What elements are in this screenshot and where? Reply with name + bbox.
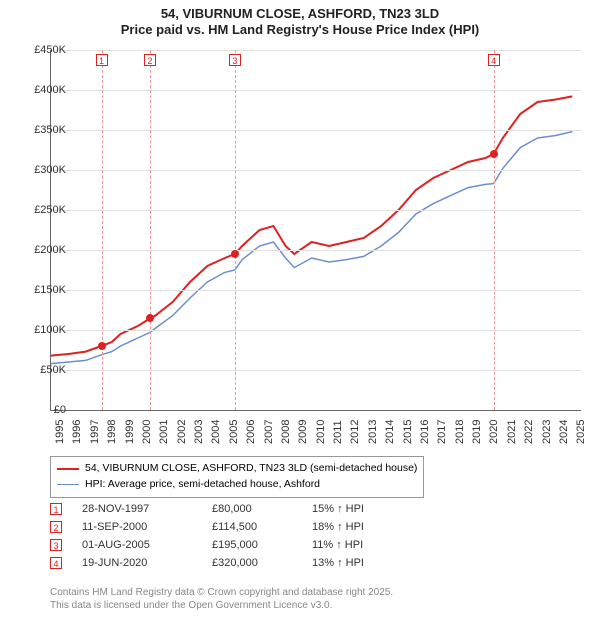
tx-marker: 1 — [50, 503, 62, 515]
x-tick-label: 2008 — [280, 420, 292, 444]
transaction-vline — [235, 50, 236, 410]
x-tick-label: 2017 — [436, 420, 448, 444]
x-tick-label: 2014 — [384, 420, 396, 444]
x-tick-label: 2010 — [315, 420, 327, 444]
transaction-marker: 4 — [488, 54, 500, 66]
transaction-row: 3 01-AUG-2005£195,00011% ↑ HPI — [50, 536, 412, 554]
tx-date: 11-SEP-2000 — [82, 521, 212, 533]
tx-date: 19-JUN-2020 — [82, 557, 212, 569]
x-tick-label: 2006 — [245, 420, 257, 444]
footer-line2: This data is licensed under the Open Gov… — [50, 600, 393, 613]
x-tick-label: 2016 — [419, 420, 431, 444]
transaction-table: 1 28-NOV-1997£80,00015% ↑ HPI 2 11-SEP-2000… — [50, 500, 412, 572]
chart-container: 54, VIBURNUM CLOSE, ASHFORD, TN23 3LD Pr… — [0, 0, 600, 620]
tx-price: £80,000 — [212, 503, 312, 515]
tx-diff: 13% ↑ HPI — [312, 557, 412, 569]
y-tick-label: £250K — [34, 204, 66, 216]
tx-price: £195,000 — [212, 539, 312, 551]
x-tick-label: 1996 — [71, 420, 83, 444]
y-tick-label: £200K — [34, 244, 66, 256]
x-tick-label: 2019 — [471, 420, 483, 444]
x-tick-label: 2015 — [402, 420, 414, 444]
x-tick-label: 1999 — [124, 420, 136, 444]
x-tick-label: 2003 — [193, 420, 205, 444]
legend-swatch-hpi — [57, 484, 79, 485]
legend-label-price-paid: 54, VIBURNUM CLOSE, ASHFORD, TN23 3LD (s… — [85, 461, 417, 477]
tx-date: 01-AUG-2005 — [82, 539, 212, 551]
transaction-vline — [102, 50, 103, 410]
transaction-row: 1 28-NOV-1997£80,00015% ↑ HPI — [50, 500, 412, 518]
x-tick-label: 2005 — [228, 420, 240, 444]
chart-lines — [51, 50, 581, 410]
footer-attribution: Contains HM Land Registry data © Crown c… — [50, 587, 393, 612]
tx-marker: 2 — [50, 521, 62, 533]
x-tick-label: 2001 — [158, 420, 170, 444]
y-tick-label: £450K — [34, 44, 66, 56]
x-tick-label: 2022 — [523, 420, 535, 444]
x-tick-label: 2009 — [297, 420, 309, 444]
title-line1: 54, VIBURNUM CLOSE, ASHFORD, TN23 3LD — [0, 6, 600, 22]
transaction-row: 4 19-JUN-2020£320,00013% ↑ HPI — [50, 554, 412, 572]
tx-marker: 3 — [50, 539, 62, 551]
x-tick-label: 2007 — [263, 420, 275, 444]
transaction-marker: 1 — [96, 54, 108, 66]
legend-swatch-price-paid — [57, 468, 79, 470]
y-tick-label: £0 — [54, 404, 66, 416]
legend-item-hpi: HPI: Average price, semi-detached house,… — [57, 477, 417, 493]
tx-diff: 18% ↑ HPI — [312, 521, 412, 533]
transaction-marker: 3 — [229, 54, 241, 66]
legend-label-hpi: HPI: Average price, semi-detached house,… — [85, 477, 320, 493]
x-tick-label: 2025 — [575, 420, 587, 444]
footer-line1: Contains HM Land Registry data © Crown c… — [50, 587, 393, 600]
x-tick-label: 2002 — [176, 420, 188, 444]
tx-diff: 15% ↑ HPI — [312, 503, 412, 515]
transaction-vline — [150, 50, 151, 410]
transaction-vline — [494, 50, 495, 410]
transaction-row: 2 11-SEP-2000£114,50018% ↑ HPI — [50, 518, 412, 536]
x-tick-label: 2011 — [332, 420, 344, 444]
y-tick-label: £50K — [40, 364, 66, 376]
y-tick-label: £150K — [34, 284, 66, 296]
x-tick-label: 2012 — [349, 420, 361, 444]
y-tick-label: £400K — [34, 84, 66, 96]
x-tick-label: 2023 — [541, 420, 553, 444]
tx-marker: 4 — [50, 557, 62, 569]
x-tick-label: 2020 — [488, 420, 500, 444]
title-line2: Price paid vs. HM Land Registry's House … — [0, 22, 600, 38]
y-tick-label: £100K — [34, 324, 66, 336]
x-tick-label: 1997 — [89, 420, 101, 444]
tx-price: £320,000 — [212, 557, 312, 569]
x-tick-label: 1998 — [106, 420, 118, 444]
x-tick-label: 2024 — [558, 420, 570, 444]
tx-price: £114,500 — [212, 521, 312, 533]
transaction-point — [490, 150, 498, 158]
legend-item-price-paid: 54, VIBURNUM CLOSE, ASHFORD, TN23 3LD (s… — [57, 461, 417, 477]
legend: 54, VIBURNUM CLOSE, ASHFORD, TN23 3LD (s… — [50, 456, 424, 498]
tx-date: 28-NOV-1997 — [82, 503, 212, 515]
x-tick-label: 2004 — [210, 420, 222, 444]
x-tick-label: 1995 — [54, 420, 66, 444]
plot-area: 1 2 3 4 — [50, 50, 581, 411]
y-tick-label: £300K — [34, 164, 66, 176]
tx-diff: 11% ↑ HPI — [312, 539, 412, 551]
x-tick-label: 2013 — [367, 420, 379, 444]
x-tick-label: 2021 — [506, 420, 518, 444]
x-tick-label: 2018 — [454, 420, 466, 444]
transaction-point — [231, 250, 239, 258]
transaction-marker: 2 — [144, 54, 156, 66]
x-tick-label: 2000 — [141, 420, 153, 444]
transaction-point — [146, 314, 154, 322]
transaction-point — [98, 342, 106, 350]
y-tick-label: £350K — [34, 124, 66, 136]
chart-title: 54, VIBURNUM CLOSE, ASHFORD, TN23 3LD Pr… — [0, 0, 600, 37]
